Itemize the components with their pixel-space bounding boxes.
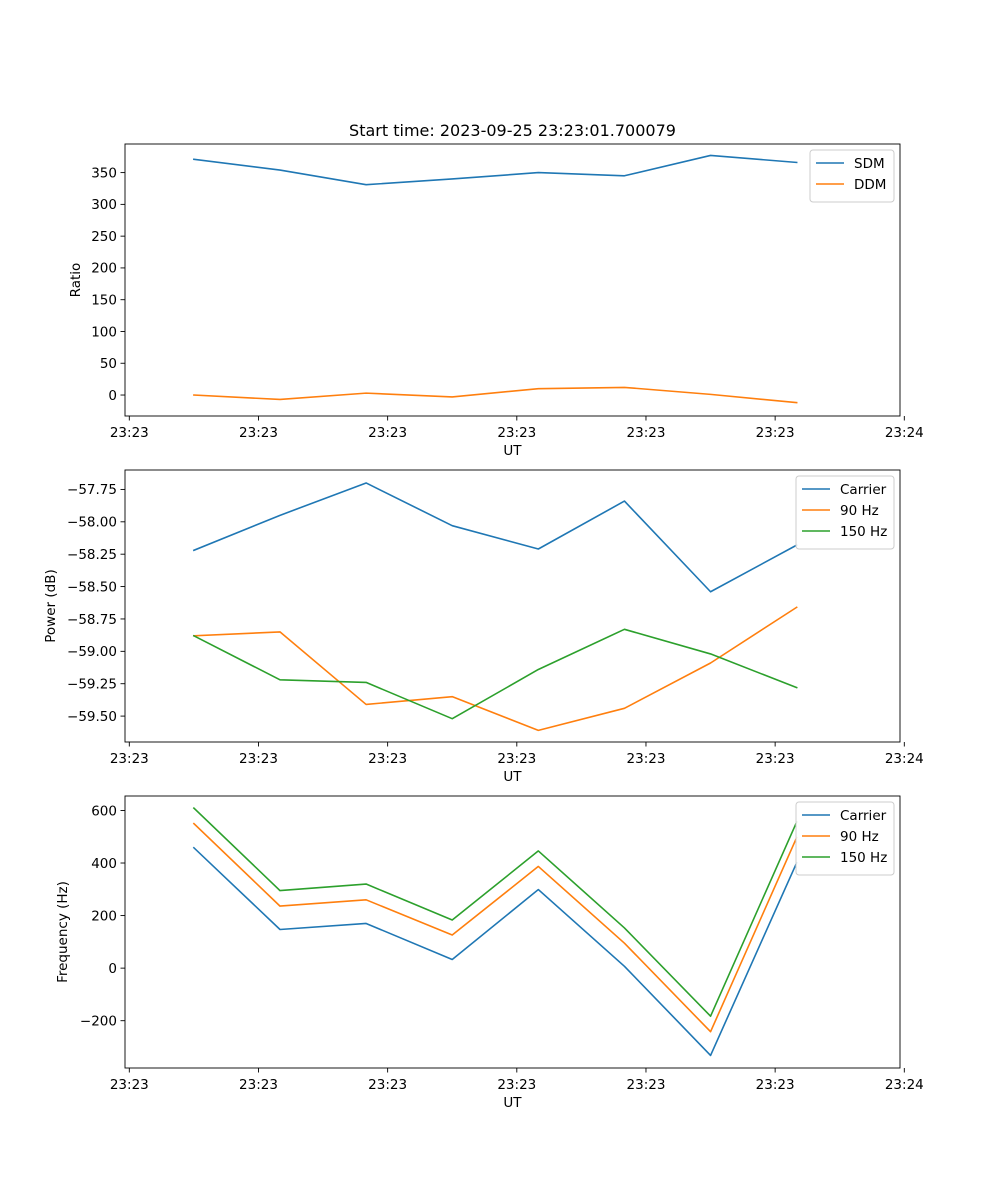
x-tick-label: 23:24	[885, 425, 924, 441]
y-tick-label: 150	[91, 293, 117, 309]
x-tick-label: 23:23	[627, 751, 666, 767]
y-tick-label: 300	[91, 197, 117, 213]
legend-label: 90 Hz	[840, 829, 879, 845]
series-line-150-hz	[192, 628, 798, 720]
y-axis-label: Power (dB)	[43, 569, 59, 642]
x-tick-label: 23:23	[368, 425, 407, 441]
y-tick-label: 50	[100, 356, 117, 372]
legend-label: 150 Hz	[840, 524, 887, 540]
x-tick-label: 23:23	[497, 751, 536, 767]
legend-label: SDM	[854, 156, 885, 172]
series-line-150-hz	[192, 806, 798, 1018]
x-tick-label: 23:23	[497, 425, 536, 441]
legend-label: 150 Hz	[840, 850, 887, 866]
series-line-carrier	[192, 482, 798, 593]
y-tick-label: −59.50	[67, 709, 117, 725]
x-axis-label: UT	[503, 443, 522, 459]
legend: SDM DDM	[809, 149, 895, 203]
x-axis-label: UT	[503, 1095, 522, 1111]
y-tick-label: −58.25	[67, 547, 117, 563]
legend-label: DDM	[854, 177, 886, 193]
series-line-sdm	[192, 154, 798, 186]
legend-label: Carrier	[840, 482, 887, 498]
y-tick-label: 100	[91, 324, 117, 340]
x-tick-label: 23:23	[110, 1077, 149, 1093]
legend: Carrier 90 Hz 150 Hz	[795, 801, 895, 876]
subplot-1: 23:23 23:23 23:23 23:23 23:23 23:23 23:24 0 50 10…	[68, 143, 924, 459]
axes-frame	[124, 795, 901, 1069]
axes-frame	[124, 469, 901, 743]
plots-container: 23:23 23:23 23:23 23:23 23:23 23:23 23:24 0 50 10…	[43, 143, 924, 1111]
x-tick-label: 23:23	[627, 425, 666, 441]
y-tick-label: −59.00	[67, 644, 117, 660]
x-tick-label: 23:23	[239, 751, 278, 767]
y-tick-label: 400	[91, 856, 117, 872]
y-tick-label: −58.00	[67, 515, 117, 531]
y-tick-label: −200	[80, 1013, 117, 1029]
y-tick-label: 200	[91, 261, 117, 277]
subplot-3: 23:23 23:23 23:23 23:23 23:23 23:23 23:24 −200 0…	[55, 795, 924, 1111]
x-tick-label: 23:23	[497, 1077, 536, 1093]
legend: Carrier 90 Hz 150 Hz	[795, 475, 895, 550]
y-tick-label: 200	[91, 908, 117, 924]
x-axis-label: UT	[503, 769, 522, 785]
axes-frame	[124, 143, 901, 417]
y-axis-label: Frequency (Hz)	[55, 881, 71, 983]
x-tick-label: 23:23	[627, 1077, 666, 1093]
y-tick-label: 250	[91, 229, 117, 245]
x-tick-label: 23:23	[110, 425, 149, 441]
y-axis-label: Ratio	[68, 263, 84, 298]
x-tick-label: 23:23	[239, 425, 278, 441]
x-tick-label: 23:23	[368, 751, 407, 767]
x-tick-label: 23:23	[756, 751, 795, 767]
legend-label: Carrier	[840, 808, 887, 824]
series-line-ddm	[193, 386, 798, 404]
series-line-90-hz	[192, 822, 798, 1033]
y-tick-label: −58.50	[67, 579, 117, 595]
y-tick-label: −57.75	[67, 482, 117, 498]
x-tick-label: 23:24	[885, 751, 924, 767]
figure-title: Start time: 2023-09-25 23:23:01.700079	[349, 121, 676, 140]
y-tick-label: 0	[108, 388, 117, 404]
y-tick-label: −59.25	[67, 677, 117, 693]
legend-label: 90 Hz	[840, 503, 879, 519]
series-line-90-hz	[193, 606, 798, 732]
x-tick-label: 23:24	[885, 1077, 924, 1093]
y-tick-label: 600	[91, 803, 117, 819]
subplot-2: 23:23 23:23 23:23 23:23 23:23 23:23 23:24 −59.5…	[43, 469, 924, 785]
y-tick-label: 0	[108, 961, 117, 977]
y-tick-label: 350	[91, 165, 117, 181]
x-tick-label: 23:23	[756, 1077, 795, 1093]
x-tick-label: 23:23	[756, 425, 795, 441]
y-tick-label: −58.75	[67, 612, 117, 628]
x-tick-label: 23:23	[110, 751, 149, 767]
x-tick-label: 23:23	[368, 1077, 407, 1093]
x-tick-label: 23:23	[239, 1077, 278, 1093]
series-line-carrier	[192, 846, 798, 1057]
